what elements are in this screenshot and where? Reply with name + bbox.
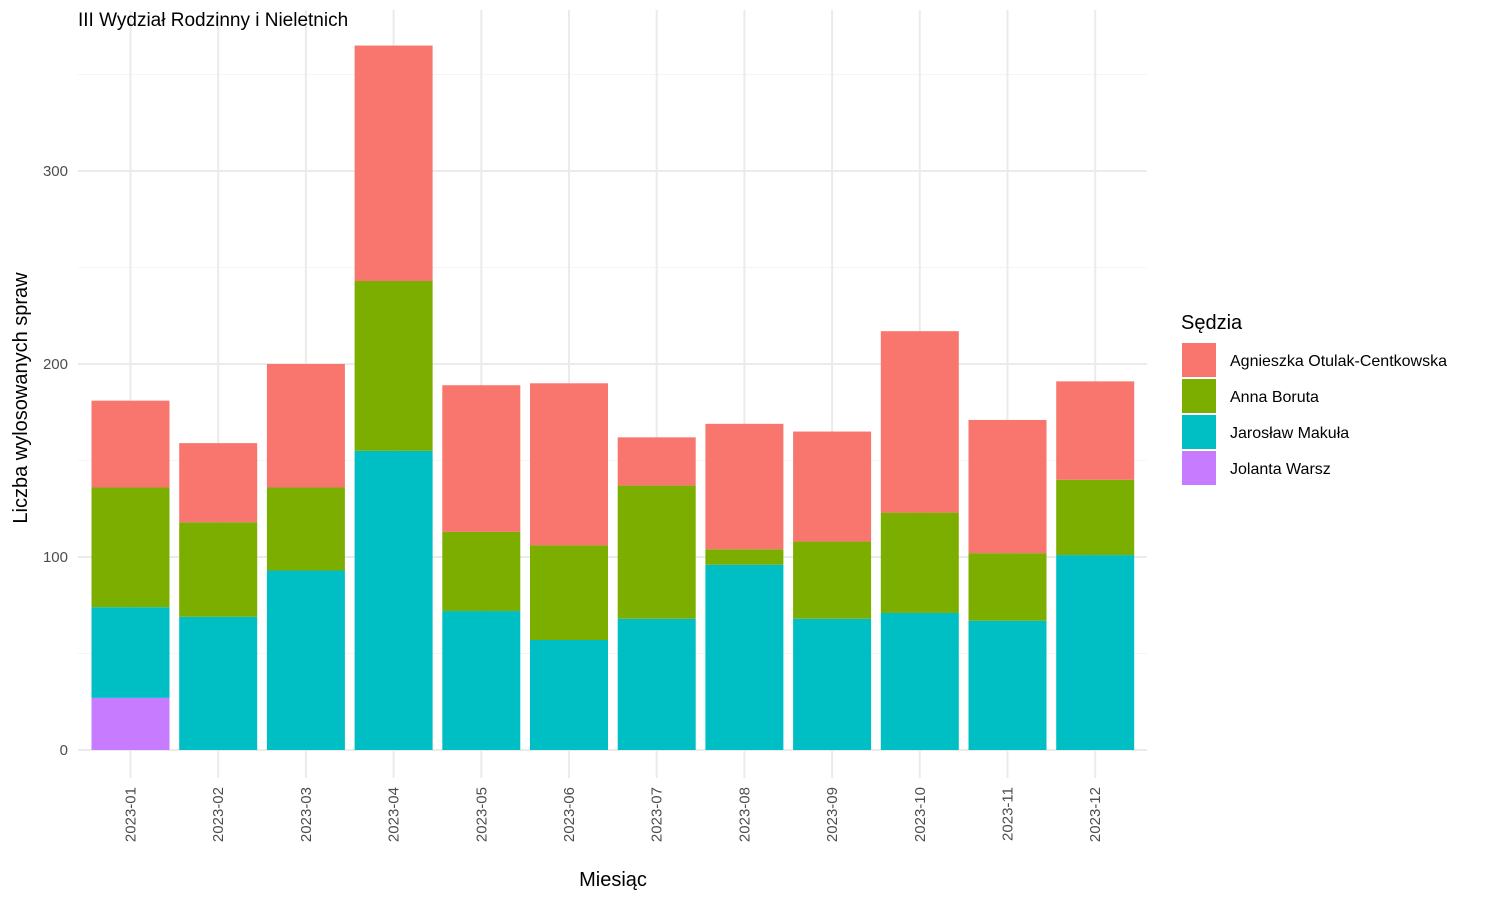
- x-tick-label: 2023-10: [912, 787, 929, 842]
- bar-segment: [705, 549, 784, 565]
- bar-segment: [91, 487, 170, 608]
- bar-segment: [1056, 555, 1135, 750]
- bar-segment: [968, 553, 1047, 621]
- x-tick-label: 2023-11: [1000, 787, 1017, 841]
- x-tick-label: 2023-03: [298, 787, 315, 842]
- bar-segment: [617, 618, 696, 750]
- bar-segment: [266, 487, 345, 571]
- y-axis-title: Liczba wylosowanych spraw: [10, 272, 32, 524]
- legend-swatch: [1182, 379, 1216, 413]
- x-tick-label: 2023-08: [736, 787, 753, 842]
- legend-items: Agnieszka Otulak-Centkowska Anna Boruta Ja…: [1182, 343, 1447, 485]
- bar-segment: [968, 620, 1047, 750]
- legend-label: Anna Boruta: [1230, 389, 1319, 406]
- y-tick-label: 300: [43, 163, 68, 180]
- x-axis-ticks: 2023-01 2023-02 2023-03 2023-04 2023-05 2023-…: [123, 787, 1105, 842]
- chart-title: III Wydział Rodzinny i Nieletnich: [78, 10, 348, 31]
- bar-segment: [354, 281, 433, 451]
- x-tick-label: 2023-02: [210, 787, 227, 842]
- bar-segment: [880, 612, 959, 750]
- bar-segment: [705, 423, 784, 550]
- bar-segment: [442, 531, 521, 612]
- legend-title: Sędzia: [1181, 312, 1243, 334]
- x-tick-label: 2023-04: [386, 787, 403, 842]
- bar-segment: [617, 485, 696, 619]
- bar-segment: [266, 570, 345, 750]
- legend-label: Jarosław Makuła: [1230, 425, 1349, 442]
- bar-segment: [793, 618, 872, 750]
- legend: Sędzia Agnieszka Otulak-Centkowska Anna B…: [1181, 312, 1447, 485]
- bar-segment: [91, 607, 170, 698]
- x-tick-label: 2023-07: [649, 787, 666, 842]
- bar-segment: [442, 385, 521, 532]
- legend-swatch: [1182, 343, 1216, 377]
- bar-segment: [266, 364, 345, 488]
- x-tick-label: 2023-12: [1087, 787, 1104, 842]
- y-tick-label: 200: [43, 356, 68, 373]
- legend-label: Agnieszka Otulak-Centkowska: [1230, 353, 1447, 370]
- bar-segment: [530, 383, 608, 546]
- bar-segment: [880, 512, 959, 613]
- bar-segment: [1056, 479, 1135, 556]
- legend-swatch: [1182, 415, 1216, 449]
- x-tick-label: 2023-01: [123, 787, 140, 842]
- bar-segment: [793, 431, 872, 542]
- legend-label: Jolanta Warsz: [1230, 461, 1331, 478]
- x-tick-label: 2023-09: [824, 787, 841, 842]
- y-tick-label: 100: [43, 549, 68, 566]
- bar-segment: [705, 564, 784, 750]
- legend-swatch: [1182, 451, 1216, 485]
- bar-segment: [179, 616, 258, 750]
- bar-segment: [442, 611, 521, 750]
- bar-segment: [179, 522, 258, 617]
- bar-segment: [91, 697, 170, 750]
- y-tick-label: 0: [60, 742, 68, 759]
- bar-segment: [179, 443, 258, 523]
- y-axis-ticks: 0 100 200 300: [43, 163, 68, 759]
- bar-segment: [793, 541, 872, 619]
- bar-segment: [530, 545, 608, 640]
- bar-segment: [968, 419, 1047, 554]
- bar-segment: [354, 450, 433, 750]
- x-tick-label: 2023-05: [473, 787, 490, 842]
- x-tick-label: 2023-06: [561, 787, 578, 842]
- bar-segment: [880, 331, 959, 513]
- bar-segment: [91, 400, 170, 488]
- bar-segment: [530, 639, 608, 750]
- bar-segment: [1056, 381, 1135, 480]
- bar-segment: [617, 437, 696, 486]
- bar-segment: [354, 45, 433, 282]
- x-axis-title: Miesiąc: [579, 869, 647, 891]
- bars: [91, 45, 1135, 750]
